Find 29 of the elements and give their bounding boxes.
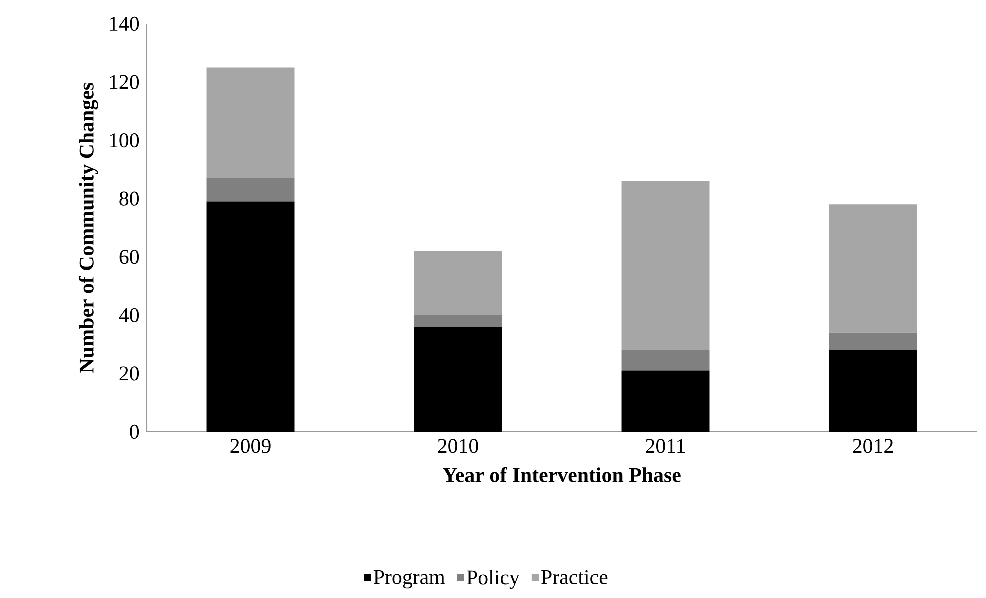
y-tick-label: 100: [110, 134, 140, 148]
y-tick-label: 40: [119, 308, 140, 322]
legend-label: Program: [374, 570, 446, 589]
bar: [206, 202, 295, 432]
x-tick-label: 2012: [853, 439, 894, 454]
y-tick-label: 140: [110, 16, 140, 32]
bar: [829, 350, 918, 432]
y-tick-label: 120: [110, 75, 140, 90]
y-tick-label: 60: [120, 250, 140, 264]
bar: [414, 315, 502, 328]
x-axis-title: Year of Intervention Phase: [442, 467, 681, 482]
bar: [829, 332, 918, 350]
y-axis-title: Number of Community Changes: [78, 82, 98, 374]
bar: [829, 204, 918, 333]
bar: [414, 251, 502, 316]
y-tick-label: 0: [130, 424, 140, 440]
legend-label: Practice: [542, 570, 608, 584]
x-tick-label: 2010: [438, 439, 478, 454]
bar: [622, 181, 710, 350]
bar: [622, 350, 710, 371]
bar: [414, 327, 502, 432]
legend-label: Policy: [467, 570, 520, 590]
y-tick-label: 20: [120, 366, 140, 381]
bar: [622, 370, 710, 432]
bar: [206, 178, 295, 202]
y-tick-label: 80: [120, 192, 140, 206]
x-tick-label: 2009: [230, 439, 271, 454]
x-tick-label: 2011: [646, 439, 686, 454]
bar: [206, 68, 295, 178]
